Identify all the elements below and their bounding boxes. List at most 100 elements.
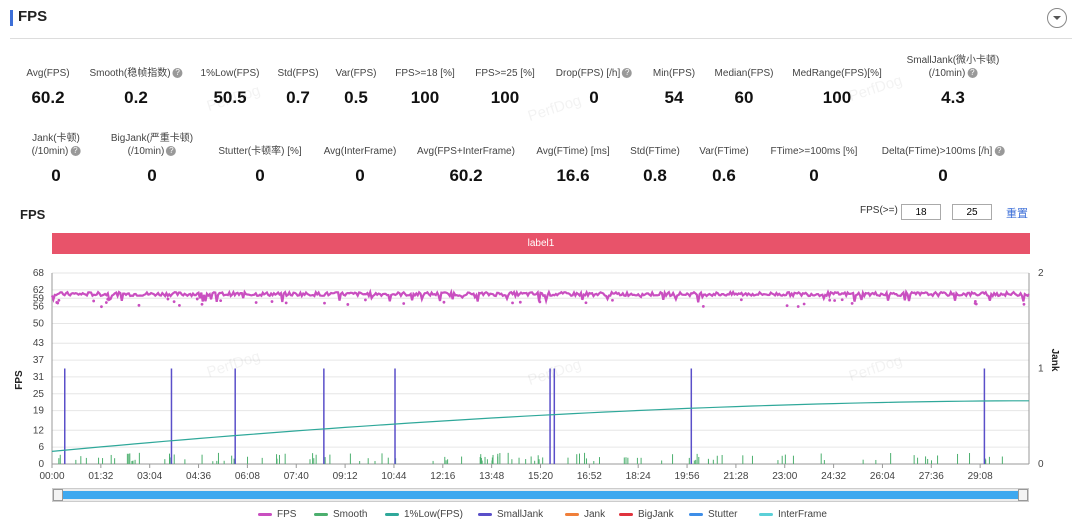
metric-label: MedRange(FPS)[%]: [792, 68, 882, 79]
metric-medrange-fps: MedRange(FPS)[%] 100: [792, 67, 881, 108]
x-tick-label: 23:00: [772, 471, 797, 482]
x-tick-label: 12:16: [430, 471, 455, 482]
fps-line: [50, 288, 1030, 305]
x-tick-label: 16:52: [577, 471, 602, 482]
y-tick-label: 37: [33, 355, 45, 366]
legend-item[interactable]: FPS: [258, 509, 296, 520]
title-accent: [10, 10, 13, 26]
metric-label: Delta(FTime)>100ms [/h]?: [882, 145, 1005, 158]
metric-avg-ftime-ms: Avg(FTime) [ms] 16.6: [536, 145, 609, 186]
metric-value: 50.5: [213, 88, 247, 107]
metric-smalljank: SmallJank(微小卡顿) (/10min)? 4.3: [907, 54, 1000, 108]
fps-dip-point: [973, 300, 977, 303]
reset-button[interactable]: 重置: [1006, 208, 1028, 220]
y2-axis-label: Jank: [1049, 349, 1060, 372]
y-tick-label: 43: [33, 338, 45, 349]
metric-value: 0.2: [124, 88, 148, 107]
x-tick-label: 19:56: [675, 471, 700, 482]
label-band[interactable]: label1: [52, 233, 1030, 254]
range-handle-end[interactable]: [1018, 489, 1028, 501]
fps-dip-point: [104, 301, 108, 304]
legend-item[interactable]: BigJank: [619, 509, 674, 520]
metric-smooth: Smooth(稳帧指数)? 0.2: [89, 67, 183, 108]
fps-dip-point: [137, 303, 141, 307]
x-axis-ticks: 00:00 01:32 03:04 04:36 06:08 07:40 09:12 10:44…: [39, 464, 993, 482]
x-tick-label: 00:00: [39, 471, 64, 482]
metric-value: 16.6: [556, 166, 590, 185]
fps-dip-point: [701, 304, 705, 308]
legend-item[interactable]: Stutter: [689, 509, 737, 520]
metric-avg-fps-interframe: Avg(FPS+InterFrame) 60.2: [417, 145, 515, 186]
x-tick-label: 15:20: [528, 471, 553, 482]
legend-swatch: [619, 512, 633, 516]
y-tick-label: 50: [33, 319, 45, 330]
fps-dip-point: [106, 297, 110, 301]
metric-value: 54: [664, 88, 684, 107]
metric-label: Smooth(稳帧指数)?: [89, 67, 183, 80]
metric-label: Var(FPS): [335, 68, 377, 79]
help-icon[interactable]: ?: [172, 68, 183, 79]
legend-item[interactable]: Smooth: [314, 509, 367, 520]
fps-dip-point: [178, 304, 181, 307]
fps-threshold-label: FPS(>=): [860, 205, 898, 216]
metric-label: FPS>=25 [%]: [475, 68, 535, 79]
legend-item[interactable]: InterFrame: [759, 509, 827, 520]
legend-item[interactable]: 1%Low(FPS): [385, 509, 463, 520]
fps-dip-point: [92, 299, 96, 303]
metric-value: 60.2: [449, 166, 483, 185]
help-icon[interactable]: ?: [70, 146, 81, 157]
legend-item[interactable]: Jank: [565, 509, 605, 520]
legend-swatch: [759, 512, 773, 516]
range-handle-start[interactable]: [53, 489, 63, 501]
collapse-button[interactable]: [1047, 8, 1067, 28]
metric-label: Avg(FTime) [ms]: [536, 146, 610, 157]
x-tick-label: 04:36: [186, 471, 211, 482]
legend-label: Stutter: [708, 509, 738, 520]
y-tick-label: 59: [33, 293, 45, 304]
legend-item[interactable]: SmallJank: [478, 509, 543, 520]
metric-var-fps: Var(FPS) 0.5: [336, 67, 377, 108]
metric-value: 0.8: [643, 166, 667, 185]
metric-delta-ftime-100ms-h: Delta(FTime)>100ms [/h]? 0: [882, 145, 1005, 186]
fps-dip-point: [850, 301, 854, 305]
metric-label: SmallJank(微小卡顿) (/10min)?: [906, 55, 1000, 79]
page-title: FPS: [18, 8, 48, 25]
help-icon[interactable]: ?: [967, 68, 978, 79]
legend-swatch: [478, 512, 492, 516]
fps-dip-point: [785, 304, 789, 308]
y-axis-label: FPS: [14, 370, 25, 390]
chart-legend: FPS Smooth 1%Low(FPS) SmallJank Jank BigJank S…: [0, 509, 1080, 523]
help-icon[interactable]: ?: [166, 146, 177, 157]
metric-value: 100: [410, 88, 440, 107]
fps-dip-point: [833, 299, 837, 302]
fps-threshold-input-2[interactable]: [952, 204, 992, 220]
help-icon[interactable]: ?: [622, 68, 633, 79]
help-icon[interactable]: ?: [994, 146, 1005, 157]
metric-1-low-fps: 1%Low(FPS) 50.5: [201, 67, 260, 108]
x-tick-label: 18:24: [626, 471, 651, 482]
metric-stutter: Stutter(卡顿率) [%] 0: [218, 145, 301, 186]
y2-tick-label: 0: [1038, 459, 1044, 470]
metric-median-fps: Median(FPS) 60: [715, 67, 774, 108]
x-tick-label: 03:04: [137, 471, 162, 482]
x-tick-label: 26:04: [870, 471, 895, 482]
fps-dip-point: [840, 298, 844, 302]
chevron-down-icon: [1053, 16, 1061, 20]
fps-dip-point: [518, 300, 522, 304]
fps-dip-point: [323, 301, 326, 305]
metric-label: Std(FTime): [630, 146, 680, 157]
metric-value: 0: [938, 166, 948, 185]
time-range-slider[interactable]: [52, 488, 1029, 502]
x-tick-label: 13:48: [479, 471, 504, 482]
fps-threshold-input-1[interactable]: [901, 204, 941, 220]
legend-label: Jank: [584, 509, 606, 520]
metric-label: Jank(卡顿) (/10min)?: [31, 133, 81, 157]
time-range-fill[interactable]: [63, 491, 1018, 499]
metric-value: 100: [490, 88, 520, 107]
x-tick-label: 07:40: [284, 471, 309, 482]
fps-dip-point: [611, 298, 614, 302]
fps-dip-point: [100, 305, 103, 309]
metric-std-fps: Std(FPS) 0.7: [277, 67, 318, 108]
y2-axis-ticks: 2 1 0: [1038, 268, 1044, 470]
